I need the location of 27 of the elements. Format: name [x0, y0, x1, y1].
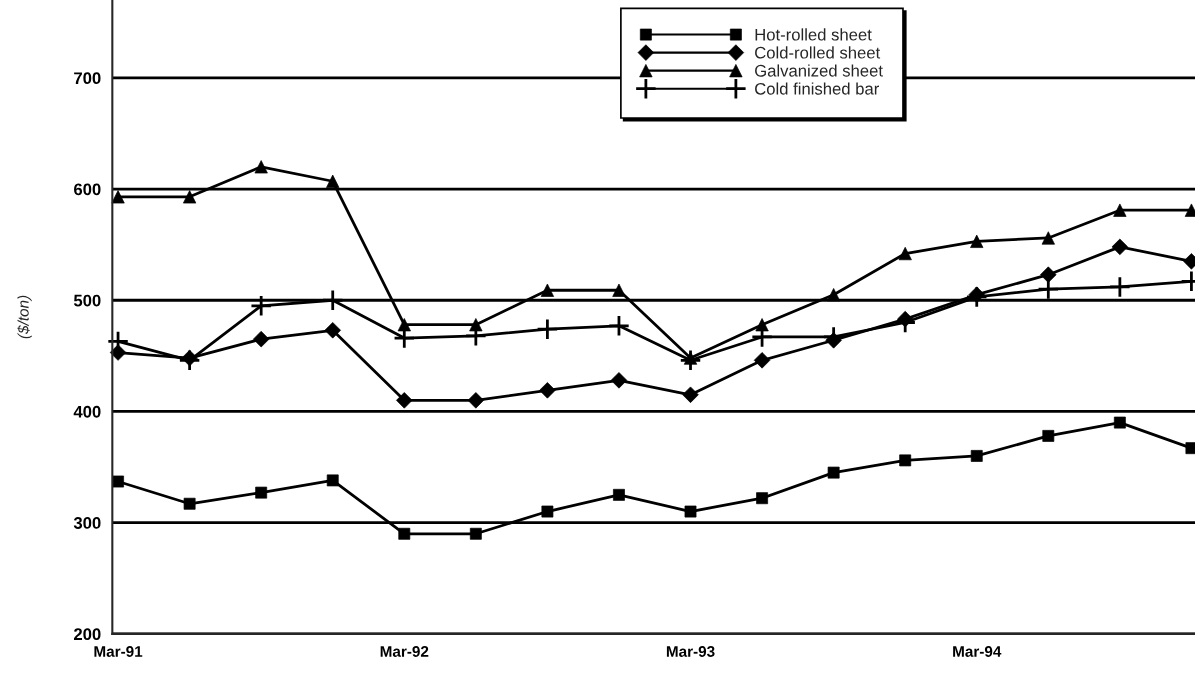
point [178, 349, 201, 372]
x-tick-label: Mar-92 [380, 646, 429, 657]
legend-label: Galvanized sheet [755, 64, 883, 77]
point [321, 289, 344, 312]
point [822, 325, 845, 349]
legend-label: Cold-rolled sheet [755, 46, 881, 59]
y-tick-label: 400 [73, 405, 101, 418]
y-tick-label: 200 [73, 628, 101, 641]
y-tick-label: 300 [73, 517, 101, 529]
y-tick-label: 700 [74, 72, 101, 85]
point [965, 285, 988, 309]
legend-label: Hot-rolled sheet [755, 28, 872, 41]
point [1108, 275, 1131, 299]
legend-label: Cold finished bar [755, 82, 880, 95]
x-tick-label: Mar-93 [666, 646, 715, 657]
point [679, 349, 702, 372]
x-tick-label: Mar-91 [94, 646, 143, 657]
x-tick-label: Mar-94 [953, 646, 1002, 657]
point [1037, 278, 1060, 301]
point [894, 311, 917, 334]
y-axis-title: ($/ton) [17, 295, 32, 339]
y-tick-label: 600 [74, 183, 101, 196]
y-tick-label: 500 [73, 294, 101, 307]
point [607, 314, 631, 337]
point [753, 352, 771, 369]
point [536, 318, 559, 341]
point [250, 294, 273, 317]
